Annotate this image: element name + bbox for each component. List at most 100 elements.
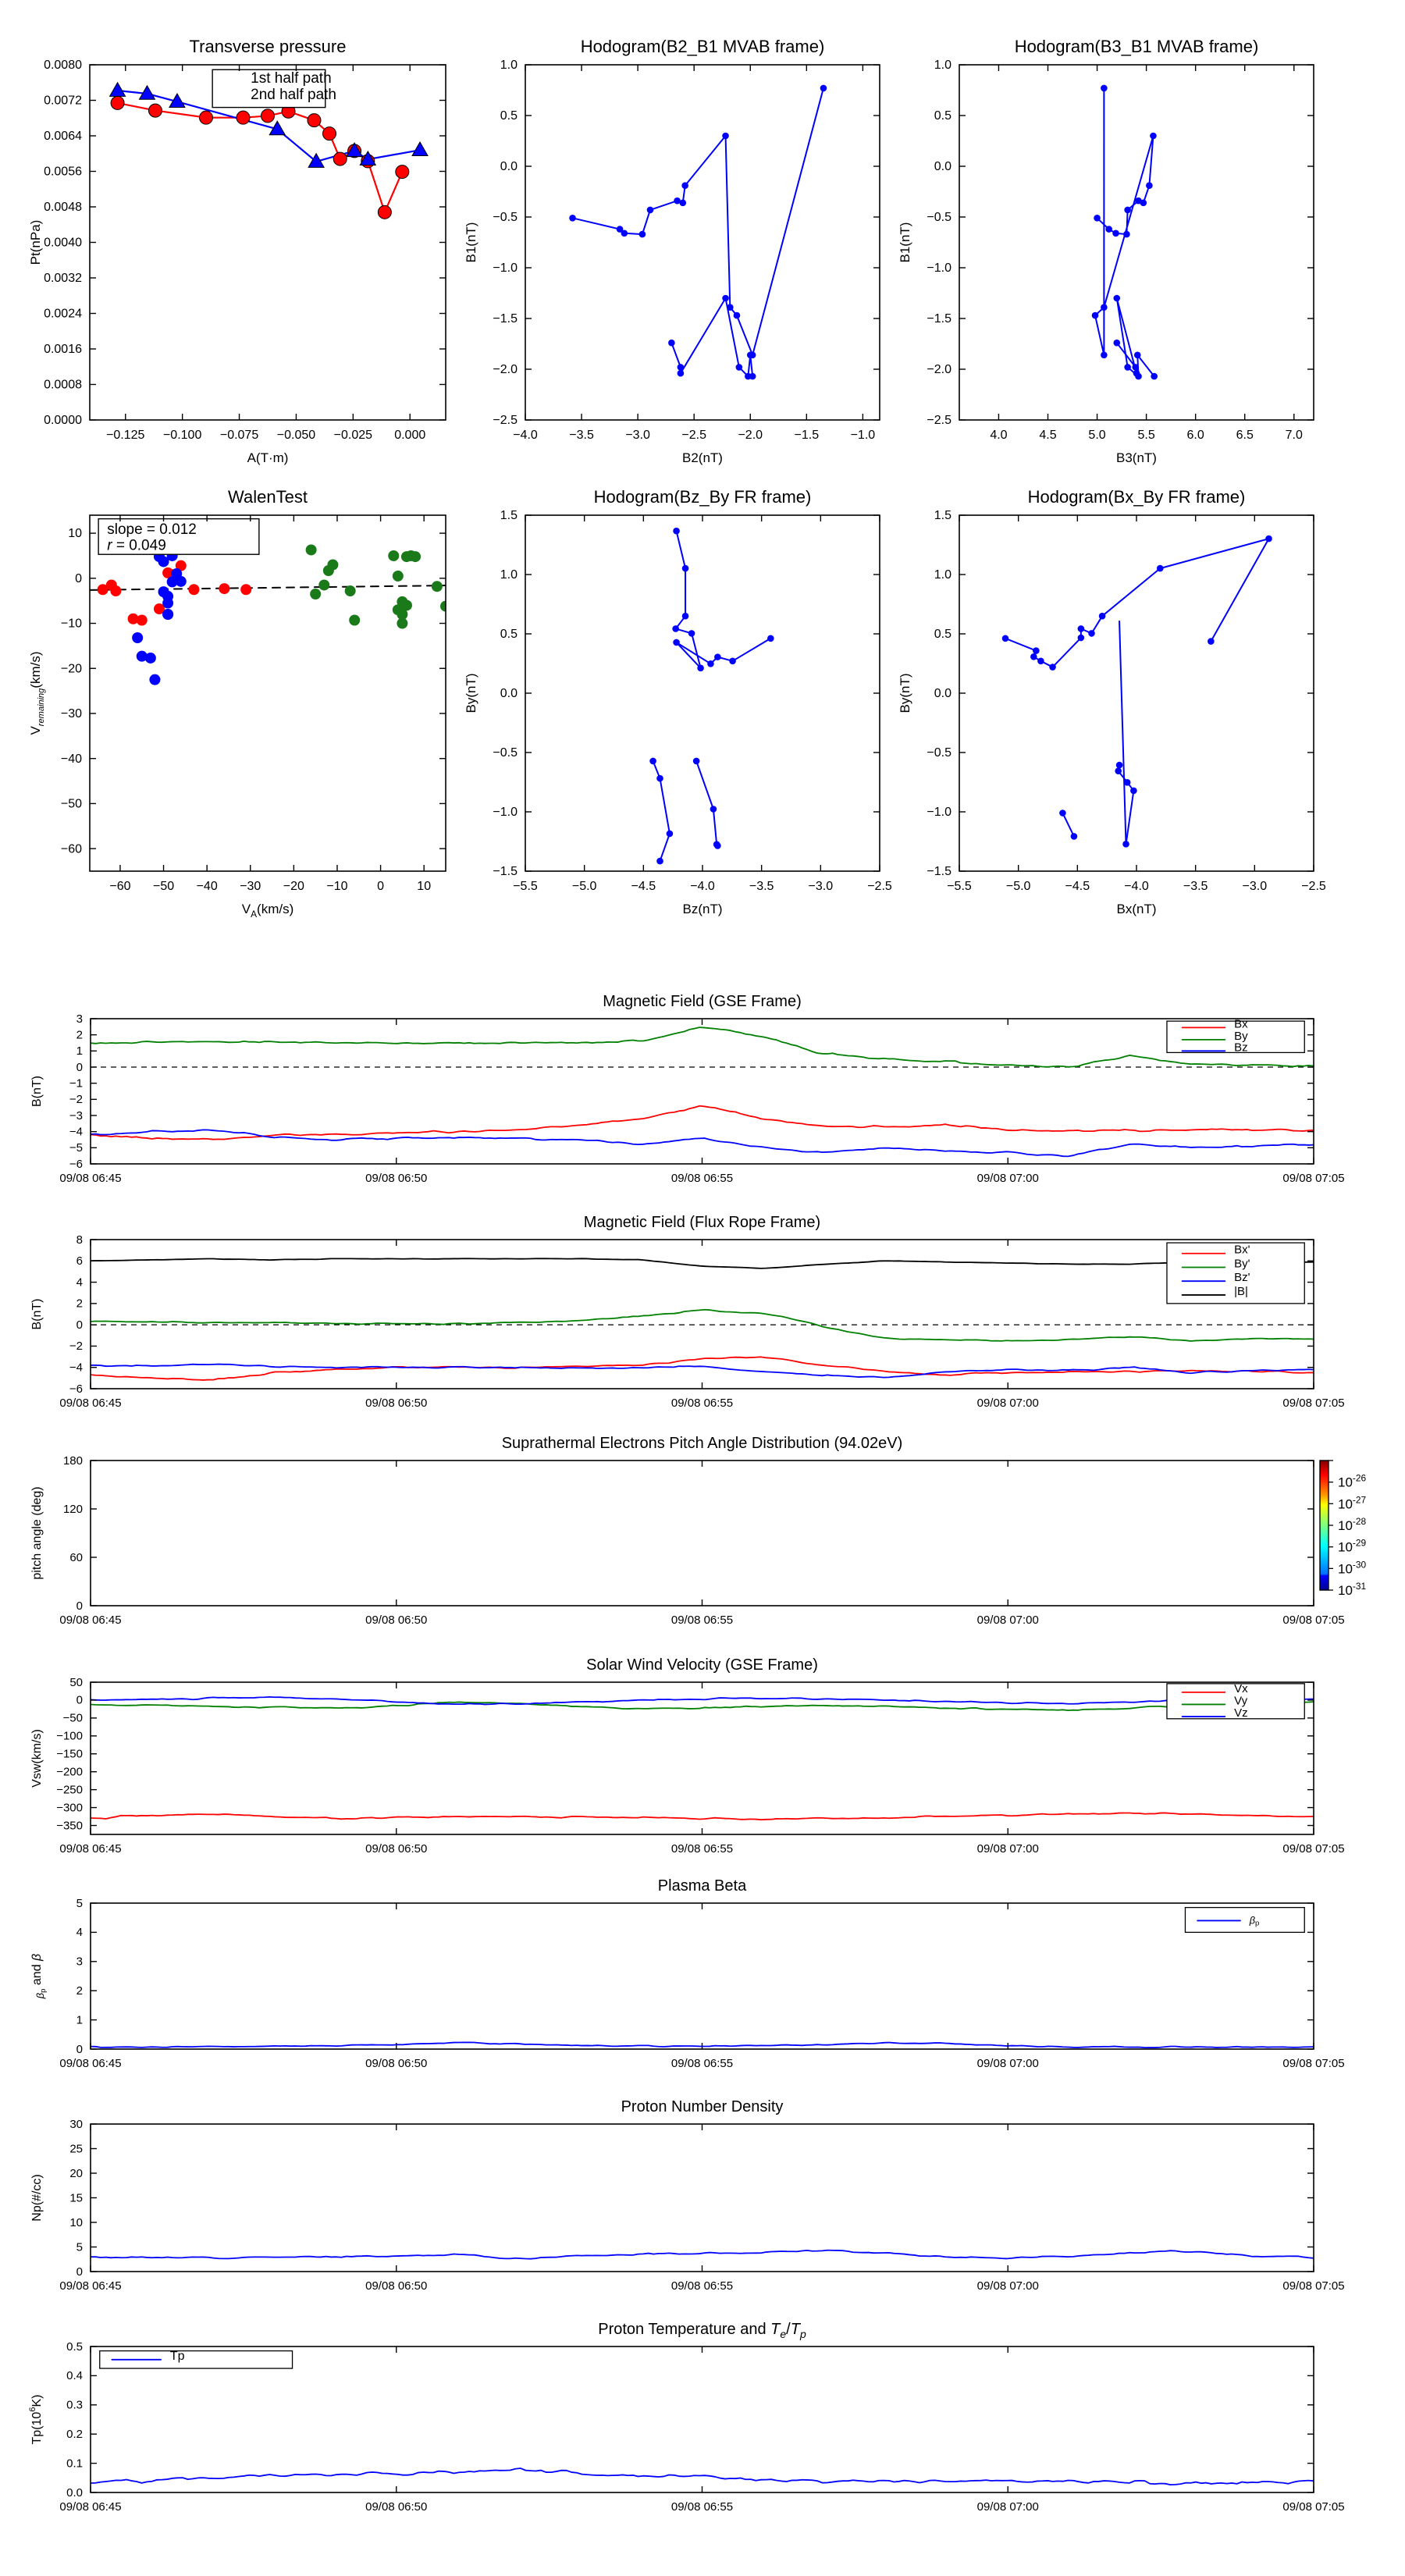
svg-text:1st half path: 1st half path bbox=[251, 70, 332, 87]
svg-text:5: 5 bbox=[76, 1897, 83, 1910]
svg-text:09/08 06:50: 09/08 06:50 bbox=[365, 1842, 427, 1856]
svg-text:0: 0 bbox=[377, 880, 384, 893]
svg-text:Bz: Bz bbox=[1234, 1041, 1248, 1054]
svg-text:09/08 06:45: 09/08 06:45 bbox=[59, 1172, 121, 1185]
svg-text:25: 25 bbox=[69, 2142, 83, 2155]
svg-text:2: 2 bbox=[76, 1984, 83, 1998]
svg-text:−1.5: −1.5 bbox=[795, 429, 820, 442]
svg-text:0.0040: 0.0040 bbox=[44, 237, 82, 250]
svg-text:−60: −60 bbox=[109, 880, 130, 893]
svg-text:0: 0 bbox=[76, 2043, 83, 2056]
svg-text:By(nT): By(nT) bbox=[898, 674, 912, 713]
svg-text:−3.0: −3.0 bbox=[809, 880, 834, 893]
svg-text:−2.5: −2.5 bbox=[493, 414, 518, 427]
svg-text:09/08 07:05: 09/08 07:05 bbox=[1282, 2279, 1344, 2293]
svg-text:1.0: 1.0 bbox=[934, 59, 951, 72]
svg-text:Suprathermal Electrons Pitch A: Suprathermal Electrons Pitch Angle Distr… bbox=[502, 1435, 903, 1452]
svg-text:0.0032: 0.0032 bbox=[44, 272, 82, 285]
svg-text:−3.5: −3.5 bbox=[749, 880, 774, 893]
svg-text:1.5: 1.5 bbox=[934, 509, 951, 522]
svg-text:0.5: 0.5 bbox=[66, 2340, 83, 2354]
svg-text:8: 8 bbox=[76, 1233, 83, 1247]
svg-text:09/08 06:55: 09/08 06:55 bbox=[671, 2500, 733, 2514]
svg-text:09/08 07:05: 09/08 07:05 bbox=[1282, 1842, 1344, 1856]
svg-text:09/08 07:05: 09/08 07:05 bbox=[1282, 1614, 1344, 1627]
svg-text:Vsw(km/s): Vsw(km/s) bbox=[30, 1729, 44, 1788]
svg-text:Bx': Bx' bbox=[1234, 1244, 1250, 1257]
svg-text:4.5: 4.5 bbox=[1039, 429, 1056, 442]
svg-text:10: 10 bbox=[69, 2216, 83, 2229]
svg-text:−2.5: −2.5 bbox=[927, 414, 951, 427]
svg-text:−0.5: −0.5 bbox=[493, 211, 518, 224]
svg-text:15: 15 bbox=[69, 2191, 83, 2204]
svg-text:0.3: 0.3 bbox=[66, 2399, 83, 2412]
svg-text:10-30: 10-30 bbox=[1338, 1559, 1366, 1576]
svg-text:−5.0: −5.0 bbox=[1006, 880, 1031, 893]
svg-text:0: 0 bbox=[76, 1599, 83, 1613]
svg-text:−1.5: −1.5 bbox=[493, 312, 518, 326]
svg-text:10-31: 10-31 bbox=[1338, 1581, 1366, 1598]
svg-text:2: 2 bbox=[76, 1297, 83, 1311]
svg-text:180: 180 bbox=[63, 1454, 83, 1468]
svg-text:4: 4 bbox=[76, 1926, 83, 1939]
svg-text:−4: −4 bbox=[69, 1125, 83, 1138]
svg-text:B(nT): B(nT) bbox=[30, 1299, 44, 1330]
svg-text:7.0: 7.0 bbox=[1286, 429, 1303, 442]
svg-text:Bx: Bx bbox=[1234, 1017, 1248, 1030]
svg-text:−2: −2 bbox=[69, 1340, 83, 1353]
svg-text:−2.5: −2.5 bbox=[681, 429, 706, 442]
svg-text:−1.0: −1.0 bbox=[851, 429, 876, 442]
svg-text:By': By' bbox=[1234, 1257, 1250, 1270]
svg-text:−350: −350 bbox=[56, 1819, 83, 1832]
svg-text:−150: −150 bbox=[56, 1748, 83, 1761]
svg-text:−40: −40 bbox=[197, 880, 218, 893]
svg-text:−0.5: −0.5 bbox=[927, 211, 951, 224]
svg-text:0.0048: 0.0048 bbox=[44, 201, 82, 214]
svg-text:09/08 07:00: 09/08 07:00 bbox=[977, 1842, 1039, 1856]
svg-text:−4.5: −4.5 bbox=[631, 880, 656, 893]
svg-text:Hodogram(Bx_By FR frame): Hodogram(Bx_By FR frame) bbox=[1028, 487, 1246, 507]
svg-text:0: 0 bbox=[76, 1318, 83, 1332]
svg-text:0: 0 bbox=[76, 2265, 83, 2279]
svg-text:3: 3 bbox=[76, 1012, 83, 1026]
svg-text:30: 30 bbox=[69, 2118, 83, 2131]
svg-text:120: 120 bbox=[63, 1503, 83, 1516]
svg-text:1: 1 bbox=[76, 2013, 83, 2026]
svg-text:Hodogram(B2_B1 MVAB frame): Hodogram(B2_B1 MVAB frame) bbox=[581, 37, 825, 56]
svg-text:Vremaining(km/s): Vremaining(km/s) bbox=[28, 651, 46, 735]
svg-text:09/08 07:00: 09/08 07:00 bbox=[977, 1397, 1039, 1410]
svg-text:Vx: Vx bbox=[1234, 1682, 1248, 1695]
svg-text:2: 2 bbox=[76, 1028, 83, 1041]
svg-text:−2.5: −2.5 bbox=[867, 880, 892, 893]
svg-text:0.0024: 0.0024 bbox=[44, 308, 82, 321]
svg-text:−5.0: −5.0 bbox=[572, 880, 597, 893]
svg-text:B(nT): B(nT) bbox=[30, 1076, 44, 1107]
svg-text:−50: −50 bbox=[153, 880, 174, 893]
svg-text:−50: −50 bbox=[63, 1712, 83, 1725]
svg-text:−4.0: −4.0 bbox=[1124, 880, 1149, 893]
svg-text:09/08 07:05: 09/08 07:05 bbox=[1282, 2057, 1344, 2070]
svg-text:−20: −20 bbox=[61, 662, 82, 675]
svg-text:−1.0: −1.0 bbox=[493, 806, 518, 819]
svg-text:0.4: 0.4 bbox=[66, 2369, 83, 2382]
svg-text:−300: −300 bbox=[56, 1801, 83, 1814]
svg-text:−10: −10 bbox=[326, 880, 347, 893]
svg-text:−2.0: −2.0 bbox=[493, 363, 518, 376]
svg-text:−1: −1 bbox=[69, 1076, 83, 1090]
svg-text:Magnetic Field (Flux Rope Fram: Magnetic Field (Flux Rope Frame) bbox=[584, 1214, 820, 1231]
svg-text:Bz(nT): Bz(nT) bbox=[683, 902, 723, 916]
svg-text:09/08 07:00: 09/08 07:00 bbox=[977, 1172, 1039, 1185]
svg-text:Hodogram(B3_B1 MVAB frame): Hodogram(B3_B1 MVAB frame) bbox=[1015, 37, 1259, 56]
svg-text:09/08 06:45: 09/08 06:45 bbox=[59, 2500, 121, 2514]
svg-text:−50: −50 bbox=[61, 798, 82, 811]
svg-text:20: 20 bbox=[69, 2167, 83, 2180]
svg-text:Magnetic Field (GSE Frame): Magnetic Field (GSE Frame) bbox=[603, 993, 802, 1010]
svg-text:09/08 06:50: 09/08 06:50 bbox=[365, 2057, 427, 2070]
svg-text:09/08 06:45: 09/08 06:45 bbox=[59, 1397, 121, 1410]
svg-text:−3.5: −3.5 bbox=[1183, 880, 1208, 893]
svg-text:0.0: 0.0 bbox=[934, 160, 951, 173]
svg-text:0.0056: 0.0056 bbox=[44, 165, 82, 179]
svg-text:09/08 07:05: 09/08 07:05 bbox=[1282, 1397, 1344, 1410]
svg-text:09/08 06:50: 09/08 06:50 bbox=[365, 1397, 427, 1410]
svg-text:−4.0: −4.0 bbox=[690, 880, 715, 893]
